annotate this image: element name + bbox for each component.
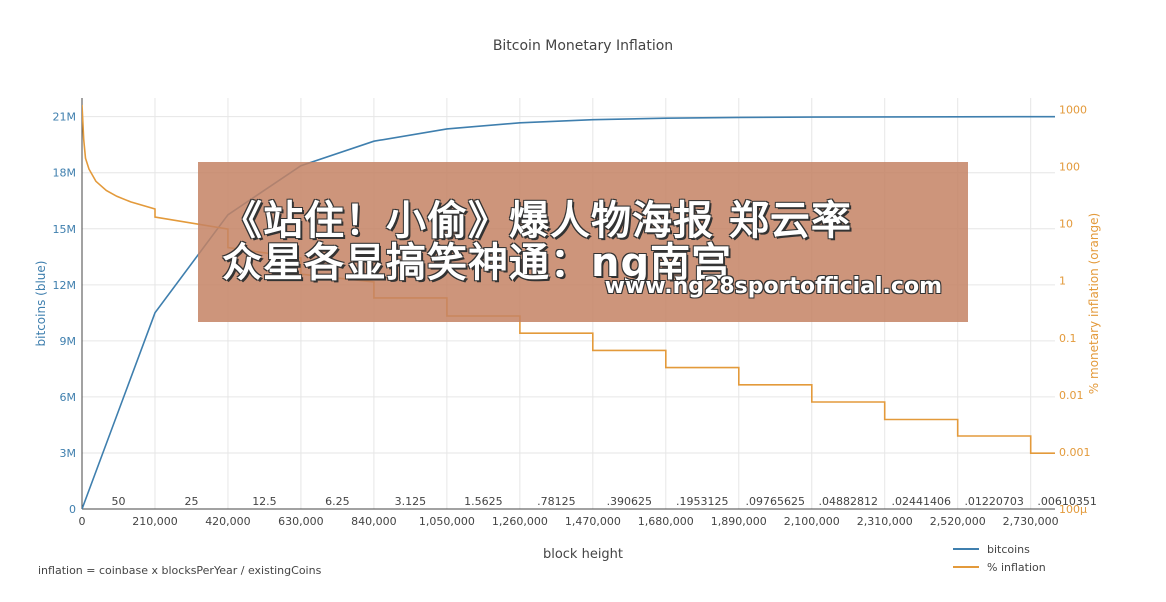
y-right-tick-label: 100 bbox=[1059, 161, 1080, 174]
y-right-tick-label: 1000 bbox=[1059, 103, 1087, 116]
block-reward-label: .1953125 bbox=[676, 495, 729, 508]
y-left-tick-label: 12M bbox=[53, 279, 77, 292]
overlay-banner[interactable]: 《站住！小偷》爆人物海报 郑云率 众星各显搞笑神通：ng南宫 www.ng28s… bbox=[198, 162, 968, 322]
legend-swatch-inflation bbox=[953, 566, 979, 568]
block-reward-label: .78125 bbox=[537, 495, 576, 508]
x-tick-label: 840,000 bbox=[351, 515, 397, 528]
y-left-tick-label: 9M bbox=[60, 335, 77, 348]
banner-headline-line2: 众星各显搞笑神通：ng南宫 bbox=[222, 240, 733, 286]
y-right-tick-label: 0.01 bbox=[1059, 389, 1084, 402]
x-tick-label: 2,520,000 bbox=[930, 515, 986, 528]
y-left-tick-label: 18M bbox=[53, 167, 77, 180]
x-tick-label: 420,000 bbox=[205, 515, 251, 528]
block-reward-label: .04882812 bbox=[818, 495, 878, 508]
legend-swatch-bitcoins bbox=[953, 548, 979, 550]
x-tick-label: 1,050,000 bbox=[419, 515, 475, 528]
block-reward-label: .09765625 bbox=[746, 495, 806, 508]
x-tick-label: 0 bbox=[79, 515, 86, 528]
x-axis-label: block height bbox=[542, 547, 624, 562]
block-reward-label: 3.125 bbox=[395, 495, 427, 508]
block-reward-label: 50 bbox=[111, 495, 125, 508]
y-right-tick-label: 1 bbox=[1059, 275, 1066, 288]
y-right-tick-label: 100μ bbox=[1059, 503, 1087, 516]
x-tick-label: 210,000 bbox=[132, 515, 178, 528]
y-left-tick-label: 6M bbox=[60, 391, 77, 404]
block-reward-label: 6.25 bbox=[325, 495, 350, 508]
x-tick-label: 1,470,000 bbox=[565, 515, 621, 528]
legend: bitcoins % inflation bbox=[953, 540, 1046, 576]
banner-headline-line1: 《站住！小偷》爆人物海报 郑云率 bbox=[222, 198, 852, 244]
legend-label-inflation: % inflation bbox=[987, 560, 1046, 574]
block-reward-label: .02441406 bbox=[891, 495, 951, 508]
legend-item-bitcoins[interactable]: bitcoins bbox=[953, 540, 1046, 558]
block-reward-label: 25 bbox=[184, 495, 198, 508]
y-right-tick-label: 0.1 bbox=[1059, 332, 1077, 345]
banner-url[interactable]: www.ng28sportofficial.com bbox=[604, 274, 942, 299]
x-tick-label: 1,890,000 bbox=[711, 515, 767, 528]
block-reward-label: .00610351 bbox=[1037, 495, 1097, 508]
y-left-tick-label: 3M bbox=[60, 447, 77, 460]
x-tick-label: 2,100,000 bbox=[784, 515, 840, 528]
x-tick-label: 1,680,000 bbox=[638, 515, 694, 528]
y-right-tick-label: 10 bbox=[1059, 218, 1073, 231]
x-tick-label: 630,000 bbox=[278, 515, 324, 528]
legend-label-bitcoins: bitcoins bbox=[987, 542, 1030, 556]
y-left-tick-label: 21M bbox=[53, 111, 77, 124]
y-left-axis-label: bitcoins (blue) bbox=[34, 261, 48, 347]
block-reward-label: 1.5625 bbox=[464, 495, 503, 508]
block-reward-label: .390625 bbox=[607, 495, 653, 508]
legend-item-inflation[interactable]: % inflation bbox=[953, 558, 1046, 576]
inflation-formula: inflation = coinbase x blocksPerYear / e… bbox=[38, 564, 322, 577]
block-reward-label: 12.5 bbox=[252, 495, 277, 508]
block-reward-label: .01220703 bbox=[964, 495, 1024, 508]
y-left-tick-label: 0 bbox=[69, 503, 76, 516]
y-right-tick-label: 0.001 bbox=[1059, 446, 1091, 459]
x-tick-label: 1,260,000 bbox=[492, 515, 548, 528]
chart-title: Bitcoin Monetary Inflation bbox=[492, 38, 674, 54]
x-tick-label: 2,310,000 bbox=[857, 515, 913, 528]
y-left-tick-label: 15M bbox=[53, 223, 77, 236]
y-right-axis-label: % monetary inflation (orange) bbox=[1087, 213, 1101, 394]
x-tick-label: 2,730,000 bbox=[1003, 515, 1059, 528]
